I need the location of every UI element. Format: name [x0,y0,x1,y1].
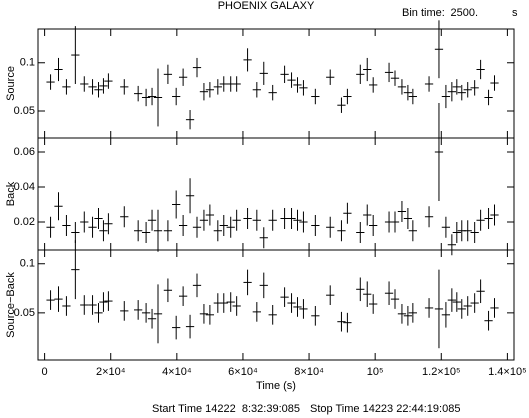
y-tick-label: 0.05 [14,105,35,117]
y-axis-label: Source [5,66,17,101]
y-tick-label: 0.05 [14,307,35,319]
chart-title: PHOENIX GALAXY [218,0,315,12]
y-axis-label: Back [5,181,17,206]
bin-time-unit: s [512,7,518,19]
y-tick-label: 0.06 [14,146,35,158]
x-tick-label: 10⁵ [367,366,384,378]
stop-time: Stop Time 14223 22:44:19:085 [310,403,460,415]
x-tick-label: 4×10⁴ [162,366,192,378]
start-time: Start Time 14222 8:32:39:085 [152,403,300,415]
x-tick-label: 1.4×10⁵ [488,366,527,378]
y-axis-label: Source−Back [5,272,17,338]
panel-frame [37,28,515,139]
y-tick-label: 0.1 [20,57,35,69]
y-tick-label: 0.1 [20,258,35,270]
panel-frame [37,137,515,251]
x-tick-label: 6×10⁴ [228,366,258,378]
x-axis-label: Time (s) [256,380,296,392]
x-tick-label: 8×10⁴ [294,366,324,378]
y-tick-label: 0.04 [14,181,35,193]
x-tick-label: 0 [42,366,48,378]
x-tick-label: 1.2×10⁵ [422,366,461,378]
x-tick-label: 2×10⁴ [96,366,126,378]
y-tick-label: 0.02 [14,216,35,228]
bin-time-label: Bin time: [402,7,445,19]
panel-frame [37,249,515,361]
bin-time: 2500. [450,7,478,19]
